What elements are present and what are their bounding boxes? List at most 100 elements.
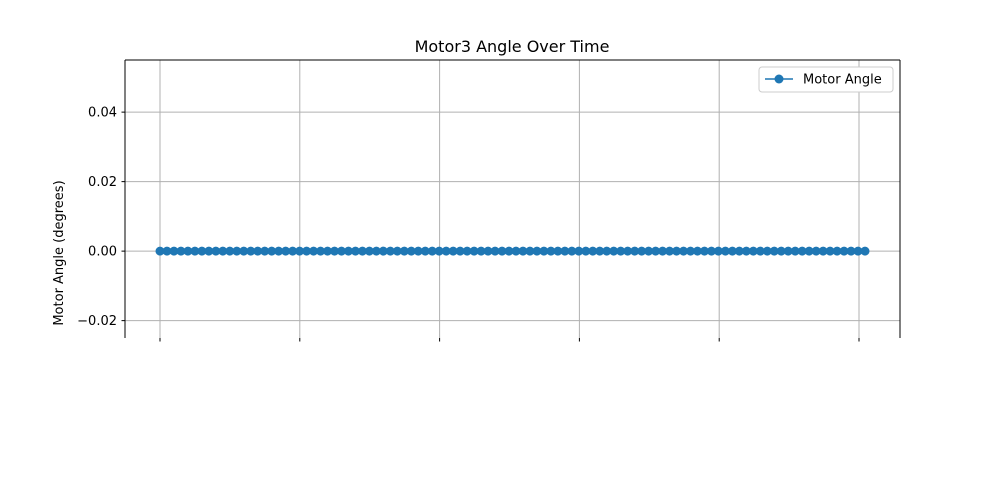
data-point	[769, 246, 779, 256]
data-point	[720, 246, 730, 256]
data-point	[232, 246, 242, 256]
data-point	[350, 246, 360, 256]
data-point	[274, 246, 284, 256]
data-point	[371, 246, 381, 256]
data-point	[469, 246, 479, 256]
data-point	[846, 246, 856, 256]
data-point	[260, 246, 270, 256]
data-point	[790, 246, 800, 256]
data-point	[155, 246, 165, 256]
data-point	[630, 246, 640, 256]
data-point	[546, 246, 556, 256]
data-point	[567, 246, 577, 256]
data-point	[197, 246, 207, 256]
data-point	[776, 246, 786, 256]
data-point	[441, 246, 451, 256]
data-point	[532, 246, 542, 256]
data-point	[462, 246, 472, 256]
data-point	[295, 246, 305, 256]
data-point	[162, 246, 172, 256]
data-point	[762, 246, 772, 256]
data-point	[511, 246, 521, 256]
data-point	[609, 246, 619, 256]
data-point	[825, 246, 835, 256]
data-point	[204, 246, 214, 256]
data-point	[399, 246, 409, 256]
data-point	[811, 246, 821, 256]
data-point	[539, 246, 549, 256]
data-point	[553, 246, 563, 256]
data-point	[190, 246, 200, 256]
data-point	[476, 246, 486, 256]
legend-marker	[774, 74, 784, 84]
data-point	[651, 246, 661, 256]
data-point	[183, 246, 193, 256]
data-point	[413, 246, 423, 256]
data-point	[385, 246, 395, 256]
grid-layer	[125, 60, 900, 338]
y-tick-label: −0.02	[77, 314, 117, 329]
data-point	[323, 246, 333, 256]
data-point	[588, 246, 598, 256]
data-point	[288, 246, 298, 256]
data-point	[734, 246, 744, 256]
data-point	[685, 246, 695, 256]
data-point	[679, 246, 689, 256]
y-tick-label: 0.00	[88, 245, 117, 260]
data-point	[581, 246, 591, 256]
data-point	[853, 246, 863, 256]
data-point	[713, 246, 723, 256]
data-point	[783, 246, 793, 256]
data-point	[343, 246, 353, 256]
data-point	[218, 246, 228, 256]
data-point	[330, 246, 340, 256]
data-point	[448, 246, 458, 256]
data-point	[860, 246, 870, 256]
data-point	[336, 246, 346, 256]
data-point	[797, 246, 807, 256]
data-point	[818, 246, 828, 256]
data-point	[755, 246, 765, 256]
data-point	[267, 246, 277, 256]
data-point	[378, 246, 388, 256]
data-point	[699, 246, 709, 256]
data-point	[253, 246, 263, 256]
data-point	[392, 246, 402, 256]
data-point	[504, 246, 514, 256]
y-tick-label: 0.02	[88, 175, 117, 190]
data-point	[434, 246, 444, 256]
data-point	[839, 246, 849, 256]
data-point	[560, 246, 570, 256]
data-point	[211, 246, 221, 256]
data-point	[706, 246, 716, 256]
data-point	[832, 246, 842, 256]
data-point	[483, 246, 493, 256]
data-point	[357, 246, 367, 256]
data-point	[169, 246, 179, 256]
data-point	[406, 246, 416, 256]
data-point	[644, 246, 654, 256]
data-point	[316, 246, 326, 256]
legend: Motor Angle	[758, 66, 894, 93]
data-point	[302, 246, 312, 256]
axes-layer	[124, 59, 901, 338]
data-point	[665, 246, 675, 256]
data-point	[246, 246, 256, 256]
data-point	[427, 246, 437, 256]
data-point	[804, 246, 814, 256]
series-layer	[155, 246, 870, 256]
data-point	[602, 246, 612, 256]
data-point	[727, 246, 737, 256]
data-point	[497, 246, 507, 256]
data-point	[420, 246, 430, 256]
data-point	[518, 246, 528, 256]
y-tick-label: 0.04	[88, 106, 117, 121]
data-point	[490, 246, 500, 256]
data-point	[281, 246, 291, 256]
data-point	[741, 246, 751, 256]
chart-title: Motor3 Angle Over Time	[415, 37, 610, 56]
legend-frame	[758, 66, 894, 93]
data-point	[574, 246, 584, 256]
legend-label: Motor Angle	[803, 73, 882, 88]
